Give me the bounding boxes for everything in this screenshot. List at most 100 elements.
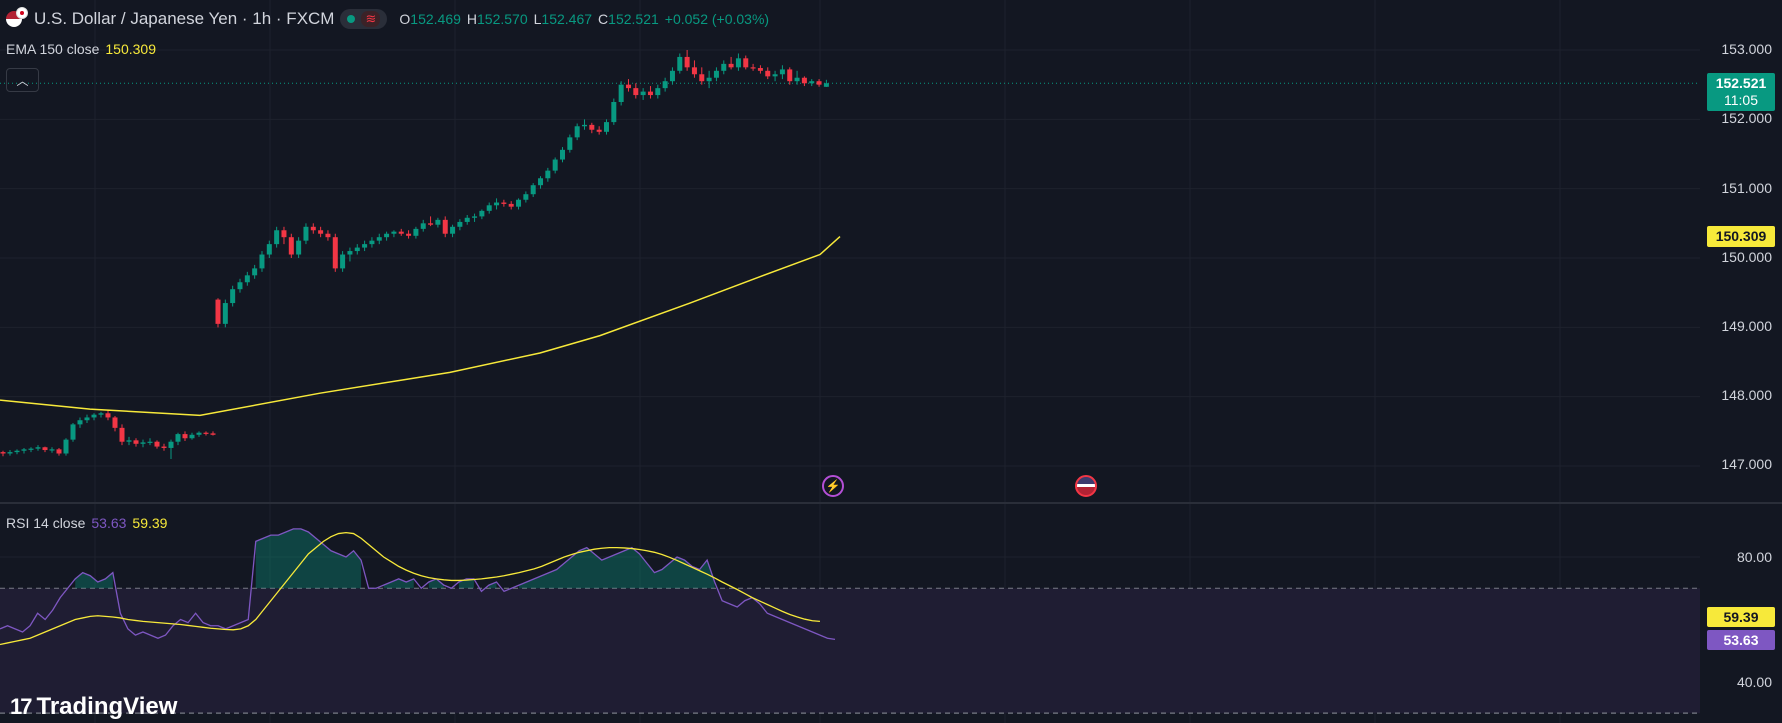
candle-body (457, 221, 463, 227)
rsi-legend[interactable]: RSI 14 close 53.63 59.39 (6, 515, 167, 531)
candle-body (809, 81, 815, 84)
candle-body (647, 91, 653, 96)
rsi-overbought-fill (488, 582, 497, 589)
candle-body (765, 70, 771, 77)
candle-body (56, 449, 62, 454)
candle-body (721, 63, 727, 71)
candle-body (816, 81, 822, 85)
candle-body (794, 77, 800, 82)
candle-body (728, 63, 734, 68)
candle-body (140, 442, 146, 444)
candle-body (369, 240, 375, 245)
candle-body (479, 210, 485, 217)
chevron-up-icon: ︿ (16, 73, 29, 88)
candle-body (266, 244, 272, 255)
rsi-overbought-fill (519, 547, 715, 589)
candle-body (640, 91, 646, 96)
candle-body (464, 217, 470, 222)
candle-body (435, 219, 441, 225)
candle-body (354, 247, 360, 252)
rsi-overbought-fill (428, 578, 444, 589)
candle-body (442, 219, 448, 234)
candle-body (618, 84, 624, 102)
currency-pair-flag-icon (6, 7, 28, 27)
market-status-pill[interactable]: ≋ (340, 9, 388, 29)
candle-body (362, 244, 368, 248)
candle-body (669, 70, 675, 82)
candle-body (706, 77, 712, 82)
candle-body (574, 126, 580, 138)
candle-body (582, 124, 587, 127)
candle-body (589, 124, 595, 130)
candle-body (21, 449, 27, 451)
candle-body (677, 56, 683, 71)
ema-price-tag: 150.309 (1707, 226, 1775, 247)
price-tick-label: 153.000 (1721, 41, 1772, 57)
ohlc-values: O152.469 H152.570 L152.467 C152.521 +0.0… (399, 11, 770, 27)
candle-body (189, 434, 195, 439)
candle-body (35, 447, 41, 449)
candle-body (77, 420, 83, 425)
market-open-icon (347, 15, 356, 23)
candle-body (7, 452, 13, 454)
candle-body (472, 216, 478, 218)
candle-body (0, 452, 6, 454)
rsi-ma-value: 59.39 (132, 515, 168, 531)
candle-body (530, 185, 536, 195)
candle-body (655, 88, 661, 96)
candle-body (203, 432, 209, 434)
candle-body (713, 70, 719, 78)
candle-body (133, 440, 139, 444)
candle-body (63, 439, 69, 454)
change-value: +0.052 (+0.03%) (664, 11, 770, 27)
us-flag-icon[interactable] (1075, 475, 1097, 497)
candle-body (222, 303, 228, 324)
candle-body (516, 199, 522, 207)
lightning-icon[interactable]: ⚡ (822, 475, 844, 497)
candle-body (508, 203, 514, 207)
candle-body (70, 424, 76, 440)
candle-body (391, 231, 397, 234)
candle-body (154, 441, 160, 447)
candle-body (252, 268, 258, 276)
candle-body (567, 137, 573, 150)
candle-body (596, 129, 602, 132)
collapse-legend-button[interactable]: ︿ (6, 68, 39, 92)
ema-legend[interactable]: EMA 150 close 150.309 (6, 41, 156, 57)
candle-body (274, 230, 280, 245)
candle-body (757, 68, 763, 71)
chart-header: U.S. Dollar / Japanese Yen · 1h · FXCM ≋… (6, 7, 770, 29)
candle-body (259, 254, 265, 269)
candle-body (486, 205, 492, 211)
price-tick-label: 148.000 (1721, 387, 1772, 403)
rsi-ma-line (0, 531, 821, 646)
candle-body (501, 202, 507, 204)
candle-body (450, 226, 456, 234)
candle-body (801, 77, 807, 84)
rsi-overbought-fill (75, 572, 113, 589)
candle-body (743, 58, 749, 68)
candle-body (98, 413, 104, 415)
open-value: 152.469 (410, 11, 461, 27)
candle-body (538, 178, 544, 186)
candle-body (420, 223, 426, 229)
tradingview-logo[interactable]: 17 TradingView (10, 693, 177, 721)
ema-label: EMA 150 close (6, 41, 100, 57)
candle-body (215, 299, 221, 324)
tradingview-logo-icon: 17 (10, 694, 33, 719)
candle-body (91, 414, 97, 418)
candle-body (14, 450, 20, 453)
candle-body (376, 237, 382, 241)
candle-body (332, 237, 338, 269)
candle-body (161, 446, 167, 448)
candle-body (318, 230, 324, 234)
candle-body (633, 88, 639, 96)
candle-body (49, 449, 55, 451)
candle-body (779, 69, 785, 75)
symbol-title[interactable]: U.S. Dollar / Japanese Yen · 1h · FXCM (34, 9, 335, 28)
candle-body (560, 149, 566, 160)
candle-body (406, 233, 412, 236)
candle-body (545, 170, 551, 179)
brand-name: TradingView (36, 693, 178, 720)
